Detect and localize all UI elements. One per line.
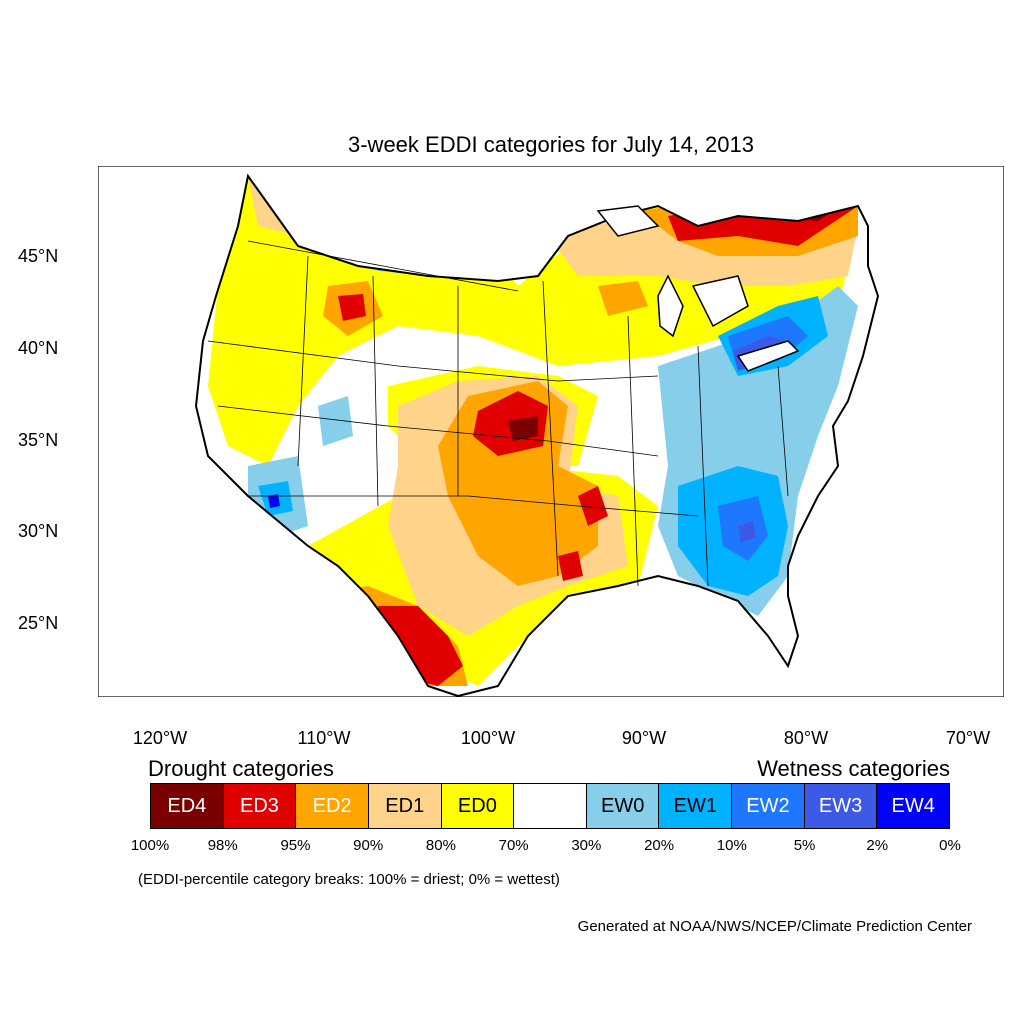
- lat-label: 45°N: [18, 246, 59, 266]
- legend-break-label: 80%: [425, 837, 456, 854]
- legend-break-label: 20%: [644, 837, 675, 854]
- legend-break-label: 0%: [939, 837, 961, 854]
- legend-swatch: EW2: [732, 784, 805, 828]
- legend-swatch: [514, 784, 587, 828]
- legend-break-label: 70%: [498, 837, 529, 854]
- legend-break-label: 10%: [716, 837, 747, 854]
- lon-label: 120°W: [132, 728, 188, 748]
- legend-break-label: 100%: [130, 837, 170, 854]
- eddi-field: [196, 176, 878, 696]
- legend-note: (EDDI-percentile category breaks: 100% =…: [138, 871, 560, 888]
- legend-break-label: 5%: [793, 837, 816, 854]
- lat-label: 30°N: [18, 521, 59, 541]
- legend-swatch: EW3: [804, 784, 878, 828]
- legend-break-label: 98%: [207, 837, 238, 854]
- legend-break-label: 95%: [280, 837, 311, 854]
- legend-swatch: ED0: [441, 784, 515, 828]
- legend-swatch: EW0: [586, 784, 660, 828]
- map-title: 3-week EDDI categories for July 14, 2013: [348, 132, 754, 157]
- legend-swatch: ED2: [296, 784, 369, 828]
- legend-break-label: 2%: [866, 837, 889, 854]
- legend-break-label: 30%: [571, 837, 602, 854]
- legend-swatch: ED1: [368, 784, 442, 828]
- lon-label: 110°W: [297, 728, 351, 748]
- legend-swatch: EW1: [659, 784, 733, 828]
- legend-wetness-title: Wetness categories: [757, 756, 950, 781]
- lon-label: 80°W: [783, 728, 829, 748]
- legend-color-bar: ED4 ED3 ED2 ED1 ED0 EW0 EW1 EW2 EW3 EW4: [150, 783, 950, 829]
- legend-swatch: ED3: [223, 784, 297, 828]
- legend-swatch: ED4: [151, 784, 224, 828]
- lon-label: 100°W: [460, 728, 516, 748]
- legend-drought-title: Drought categories: [148, 756, 334, 781]
- credit-text: Generated at NOAA/NWS/NCEP/Climate Predi…: [577, 918, 972, 935]
- coastline: [194, 173, 880, 697]
- state-borders: [207, 240, 789, 587]
- great-lakes: [596, 205, 800, 372]
- lat-label: 35°N: [18, 430, 59, 450]
- lat-label: 25°N: [18, 613, 59, 633]
- lon-label: 70°W: [945, 728, 991, 748]
- legend-break-label: 90%: [353, 837, 384, 854]
- lat-label: 40°N: [18, 338, 59, 358]
- lon-label: 90°W: [621, 728, 667, 748]
- map-plot: [98, 166, 1004, 697]
- legend-swatch: EW4: [877, 784, 950, 828]
